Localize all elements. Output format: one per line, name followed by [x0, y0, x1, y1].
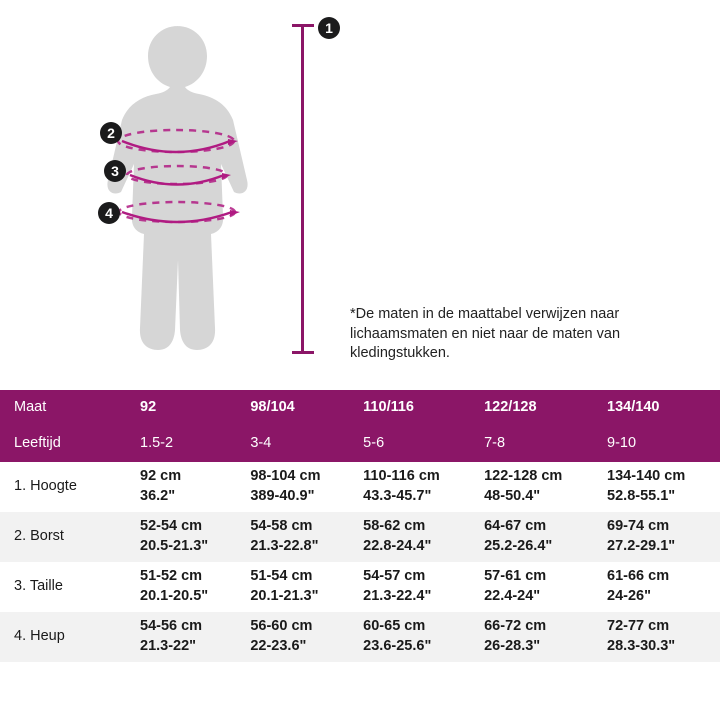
table-row: 3. Taille51-52 cm20.1-20.5"51-54 cm20.1-… [0, 562, 720, 612]
size-cell: 51-52 cm20.1-20.5" [130, 562, 240, 612]
size-cell: 110-116 cm43.3-45.7" [353, 462, 474, 512]
size-cell: 61-66 cm24-26" [597, 562, 720, 612]
badge-1: 1 [318, 17, 340, 39]
size-table: Maat 92 98/104 110/116 122/128 134/140 L… [0, 390, 720, 662]
size-cell: 54-58 cm21.3-22.8" [240, 512, 353, 562]
measurement-diagram: 1 2 3 4 *De maten in de maattabel verwij… [0, 0, 720, 390]
badge-3: 3 [104, 160, 126, 182]
height-ruler-icon [290, 24, 314, 354]
row-label: 1. Hoogte [0, 462, 130, 512]
size-col-3: 122/128 [474, 390, 597, 426]
row-label: 3. Taille [0, 562, 130, 612]
size-cell: 69-74 cm27.2-29.1" [597, 512, 720, 562]
size-col-0: 92 [130, 390, 240, 426]
size-cell: 92 cm36.2" [130, 462, 240, 512]
badge-4: 4 [98, 202, 120, 224]
size-cell: 52-54 cm20.5-21.3" [130, 512, 240, 562]
size-cell: 54-56 cm21.3-22" [130, 612, 240, 662]
age-col-2: 5-6 [353, 426, 474, 462]
table-row: 2. Borst52-54 cm20.5-21.3"54-58 cm21.3-2… [0, 512, 720, 562]
size-cell: 72-77 cm28.3-30.3" [597, 612, 720, 662]
header-row-maat: Maat 92 98/104 110/116 122/128 134/140 [0, 390, 720, 426]
header-row-leeftijd: Leeftijd 1.5-2 3-4 5-6 7-8 9-10 [0, 426, 720, 462]
size-table-header: Maat 92 98/104 110/116 122/128 134/140 L… [0, 390, 720, 462]
age-col-1: 3-4 [240, 426, 353, 462]
size-cell: 54-57 cm21.3-22.4" [353, 562, 474, 612]
size-cell: 60-65 cm23.6-25.6" [353, 612, 474, 662]
size-table-body: 1. Hoogte92 cm36.2"98-104 cm389-40.9"110… [0, 462, 720, 662]
size-col-1: 98/104 [240, 390, 353, 426]
child-silhouette-icon [88, 18, 268, 360]
size-cell: 57-61 cm22.4-24" [474, 562, 597, 612]
size-col-4: 134/140 [597, 390, 720, 426]
size-cell: 64-67 cm25.2-26.4" [474, 512, 597, 562]
row-label: 2. Borst [0, 512, 130, 562]
header-label-maat: Maat [0, 390, 130, 426]
table-row: 1. Hoogte92 cm36.2"98-104 cm389-40.9"110… [0, 462, 720, 512]
size-cell: 134-140 cm52.8-55.1" [597, 462, 720, 512]
size-cell: 56-60 cm22-23.6" [240, 612, 353, 662]
size-note: *De maten in de maattabel verwijzen naar… [350, 305, 680, 364]
table-row: 4. Heup54-56 cm21.3-22"56-60 cm22-23.6"6… [0, 612, 720, 662]
age-col-0: 1.5-2 [130, 426, 240, 462]
age-col-4: 9-10 [597, 426, 720, 462]
badge-2: 2 [100, 122, 122, 144]
size-cell: 98-104 cm389-40.9" [240, 462, 353, 512]
age-col-3: 7-8 [474, 426, 597, 462]
row-label: 4. Heup [0, 612, 130, 662]
size-cell: 66-72 cm26-28.3" [474, 612, 597, 662]
header-label-leeftijd: Leeftijd [0, 426, 130, 462]
size-cell: 51-54 cm20.1-21.3" [240, 562, 353, 612]
size-col-2: 110/116 [353, 390, 474, 426]
size-cell: 122-128 cm48-50.4" [474, 462, 597, 512]
size-cell: 58-62 cm22.8-24.4" [353, 512, 474, 562]
